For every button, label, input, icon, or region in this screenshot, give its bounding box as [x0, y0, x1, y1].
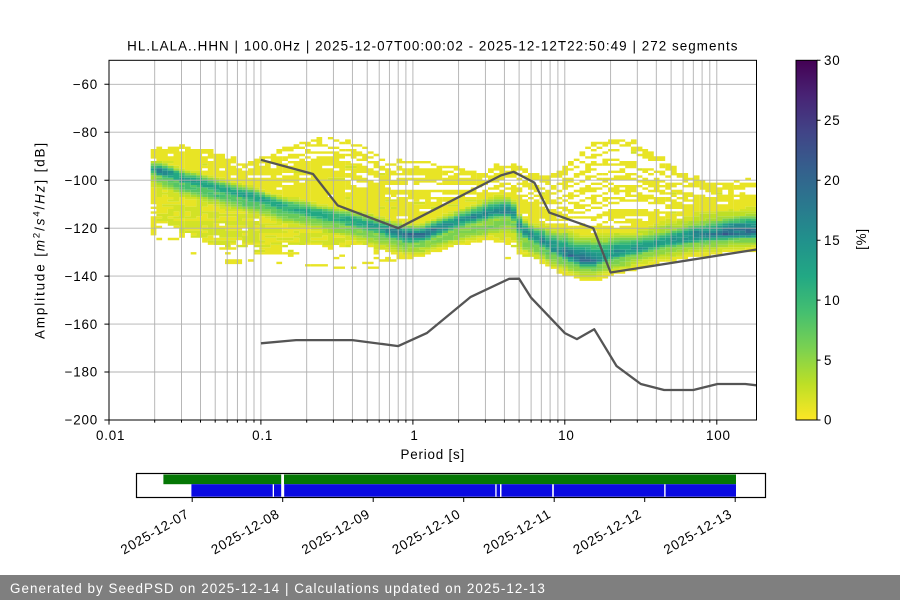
svg-text:5: 5: [824, 353, 832, 368]
svg-text:−200: −200: [65, 413, 98, 428]
svg-text:−140: −140: [65, 269, 98, 284]
svg-text:HL.LALA..HHN | 100.0Hz | 2025-: HL.LALA..HHN | 100.0Hz | 2025-12-07T00:0…: [127, 39, 738, 54]
svg-text:−160: −160: [65, 317, 98, 332]
svg-text:15: 15: [824, 233, 841, 248]
svg-text:100: 100: [706, 428, 731, 443]
svg-text:1: 1: [410, 428, 418, 443]
svg-text:−80: −80: [73, 125, 98, 140]
svg-text:Generated by SeedPSD on 2025-1: Generated by SeedPSD on 2025-12-14 | Cal…: [10, 581, 546, 596]
svg-text:−180: −180: [65, 365, 98, 380]
svg-text:10: 10: [558, 428, 575, 443]
svg-text:Amplitude [m2/s4/Hz] [dB]: Amplitude [m2/s4/Hz] [dB]: [32, 141, 48, 339]
svg-text:−120: −120: [65, 221, 98, 236]
svg-text:−100: −100: [65, 173, 98, 188]
svg-text:30: 30: [824, 53, 841, 68]
svg-text:[%]: [%]: [854, 228, 869, 250]
svg-text:−60: −60: [73, 77, 98, 92]
svg-text:0: 0: [824, 413, 832, 428]
svg-text:25: 25: [824, 113, 841, 128]
svg-text:20: 20: [824, 173, 841, 188]
svg-text:0.1: 0.1: [252, 428, 273, 443]
svg-text:0.01: 0.01: [96, 428, 125, 443]
svg-text:Period [s]: Period [s]: [401, 447, 466, 462]
svg-text:10: 10: [824, 293, 841, 308]
